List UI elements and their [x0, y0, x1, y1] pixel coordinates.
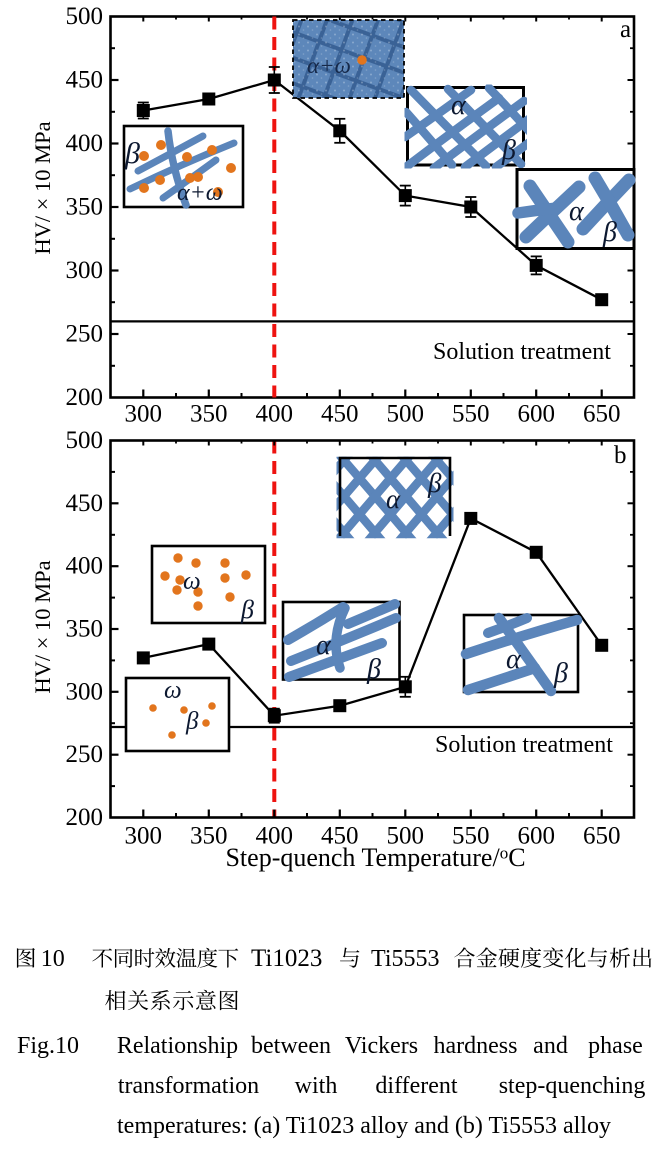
svg-text:Step-quench Temperature/oC: Step-quench Temperature/oC — [225, 843, 525, 872]
svg-text:α+ω: α+ω — [307, 53, 351, 78]
svg-text:300: 300 — [125, 401, 163, 428]
svg-text:different: different — [375, 1073, 458, 1099]
svg-text:Solution treatment: Solution treatment — [435, 732, 613, 758]
svg-text:300: 300 — [66, 678, 104, 705]
svg-text:β: β — [124, 137, 140, 170]
svg-text:600: 600 — [517, 401, 555, 428]
svg-text:450: 450 — [321, 823, 359, 850]
svg-text:550: 550 — [452, 401, 490, 428]
svg-text:α: α — [451, 90, 467, 121]
svg-text:ω: ω — [164, 677, 182, 704]
svg-text:transformation: transformation — [118, 1073, 259, 1099]
svg-text:phase: phase — [588, 1033, 643, 1059]
svg-text:Solution treatment: Solution treatment — [433, 339, 611, 365]
svg-text:400: 400 — [66, 130, 104, 157]
svg-text:HV/ × 10 MPa: HV/ × 10 MPa — [30, 560, 55, 693]
svg-text:650: 650 — [583, 823, 621, 850]
svg-text:β: β — [602, 217, 617, 248]
svg-text:500: 500 — [387, 823, 425, 850]
svg-text:350: 350 — [190, 823, 228, 850]
svg-text:β: β — [501, 135, 516, 166]
svg-text:between: between — [251, 1033, 331, 1059]
svg-text:400: 400 — [256, 823, 294, 850]
svg-text:600: 600 — [517, 823, 555, 850]
svg-text:Ti1023: Ti1023 — [251, 945, 322, 972]
svg-text:500: 500 — [387, 401, 425, 428]
svg-text:500: 500 — [66, 3, 104, 30]
svg-text:α+ω: α+ω — [177, 180, 223, 206]
svg-text:450: 450 — [321, 401, 359, 428]
svg-text:β: β — [366, 654, 381, 685]
svg-text:10: 10 — [41, 946, 65, 972]
svg-text:350: 350 — [66, 194, 104, 221]
svg-text:β: β — [427, 468, 442, 498]
svg-text:step-quenching: step-quenching — [499, 1073, 646, 1099]
svg-text:500: 500 — [66, 427, 104, 454]
svg-text:and: and — [533, 1033, 568, 1059]
svg-text:HV/ × 10 MPa: HV/ × 10 MPa — [30, 121, 55, 254]
svg-text:a: a — [620, 16, 631, 43]
svg-text:Fig.10: Fig.10 — [17, 1033, 79, 1059]
svg-text:300: 300 — [125, 823, 163, 850]
svg-text:β: β — [553, 658, 568, 689]
svg-text:200: 200 — [66, 804, 104, 831]
svg-text:α: α — [506, 644, 522, 675]
svg-text:250: 250 — [66, 741, 104, 768]
svg-text:350: 350 — [190, 401, 228, 428]
svg-text:400: 400 — [66, 553, 104, 580]
svg-text:Relationship: Relationship — [117, 1033, 238, 1059]
svg-text:Ti5553: Ti5553 — [371, 946, 439, 972]
svg-text:450: 450 — [66, 67, 104, 94]
svg-text:α: α — [569, 196, 585, 227]
svg-text:250: 250 — [66, 321, 104, 348]
svg-text:α: α — [386, 484, 401, 514]
svg-text:550: 550 — [452, 823, 490, 850]
svg-text:β: β — [240, 595, 254, 624]
svg-text:300: 300 — [66, 257, 104, 284]
svg-text:with: with — [295, 1073, 338, 1099]
svg-text:b: b — [614, 442, 627, 469]
svg-text:200: 200 — [66, 384, 104, 411]
svg-text:350: 350 — [66, 616, 104, 643]
svg-text:Vickers: Vickers — [345, 1033, 418, 1059]
svg-text:400: 400 — [256, 401, 294, 428]
svg-text:ω: ω — [183, 568, 201, 595]
svg-text:hardness: hardness — [434, 1033, 518, 1059]
svg-text:α: α — [316, 630, 332, 661]
svg-text:650: 650 — [583, 401, 621, 428]
svg-text:temperatures: (a) Ti1023 alloy: temperatures: (a) Ti1023 alloy and (b) T… — [117, 1113, 611, 1139]
svg-text:450: 450 — [66, 490, 104, 517]
svg-text:β: β — [185, 708, 199, 735]
